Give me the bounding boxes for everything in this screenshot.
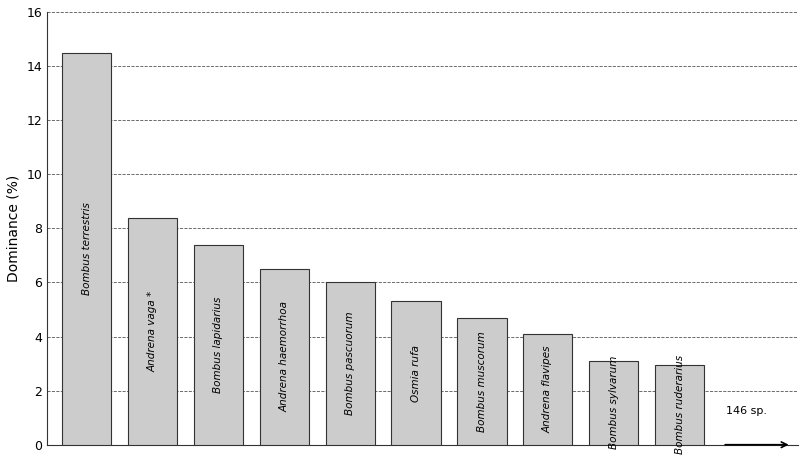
Bar xyxy=(589,361,638,445)
Text: Andrena haemorrhoa: Andrena haemorrhoa xyxy=(279,301,289,412)
Text: Bombus ruderarius: Bombus ruderarius xyxy=(675,355,684,454)
Text: Andrena vaga *: Andrena vaga * xyxy=(147,291,158,372)
Text: Bombus lapidarius: Bombus lapidarius xyxy=(213,296,224,393)
Bar xyxy=(654,365,704,445)
Bar xyxy=(523,334,572,445)
Text: Bombus muscorum: Bombus muscorum xyxy=(477,331,487,431)
Text: Andrena flavipes: Andrena flavipes xyxy=(543,345,553,433)
Bar xyxy=(260,269,309,445)
Bar xyxy=(128,218,177,445)
Y-axis label: Dominance (%): Dominance (%) xyxy=(7,175,21,282)
Text: Osmia rufa: Osmia rufa xyxy=(411,344,421,402)
Text: 146 sp.: 146 sp. xyxy=(725,406,766,417)
Text: Bombus pascuorum: Bombus pascuorum xyxy=(345,312,355,416)
Bar xyxy=(391,301,441,445)
Bar xyxy=(62,52,111,445)
Bar xyxy=(325,282,375,445)
Text: Bombus sylvarum: Bombus sylvarum xyxy=(609,356,619,449)
Text: Bombus terrestris: Bombus terrestris xyxy=(82,202,92,295)
Bar xyxy=(457,318,506,445)
Bar xyxy=(194,245,243,445)
